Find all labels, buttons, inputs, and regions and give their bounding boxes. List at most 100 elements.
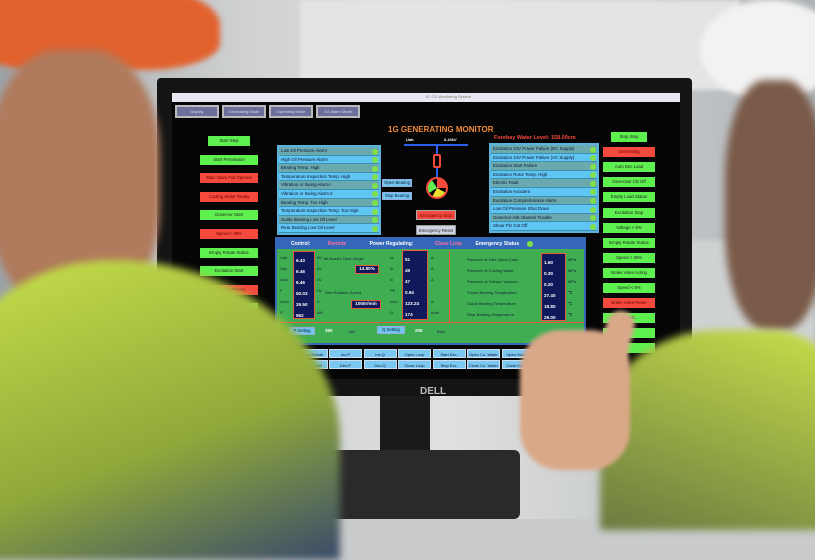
forebay-label: Forebay Water Level: <box>494 135 550 141</box>
current-value: 174 <box>405 312 413 317</box>
right-step-0: Stop Step <box>611 132 647 142</box>
control-button[interactable]: Inc.P <box>329 349 362 358</box>
electrical-name: P <box>280 310 283 315</box>
right-step-3: Generator CB Off <box>603 177 655 188</box>
electrical-value: 50.03 <box>296 291 308 296</box>
alarm-label: Excitation Rotor Temp. High <box>493 171 548 177</box>
alarm-row: Low Oil Pressure Shut Down <box>491 205 597 214</box>
hydraulic-value: 1.60 <box>544 260 553 265</box>
current-value: 0.94 <box>405 290 414 295</box>
electrical-unit: kW <box>317 310 323 315</box>
alarm-label: Temperature Inspection Temp. Too High <box>281 208 359 214</box>
control-button[interactable]: Open Co. Water <box>467 349 500 358</box>
nozzle-label: Jet Nozzle Open Angle <box>323 256 364 261</box>
control-value: Remote <box>327 241 347 247</box>
hydraulic-unit: MPa <box>568 257 577 262</box>
alarm-row: Rear Bearing Low Oil Level <box>279 224 379 233</box>
panel-divider-horizontal <box>277 322 584 323</box>
alarm-led <box>372 182 378 189</box>
tab-1[interactable]: Generating Mode <box>222 105 266 118</box>
electrical-unit: kV <box>317 277 322 282</box>
tab-0[interactable]: Display <box>175 105 219 118</box>
control-button[interactable]: Open Loop <box>398 349 431 358</box>
hydraulic-value: 27.40 <box>544 293 556 298</box>
current-name: Ic <box>390 277 394 282</box>
alarm-row: High Oil Pressure Alarm <box>279 155 379 165</box>
alarm-row: Shear Pin Cut Off <box>491 222 597 231</box>
hydraulic-name: Pressure of Inlet Spiral Case <box>467 257 518 262</box>
electrical-name: Uexc <box>280 299 290 304</box>
page-title: 1G GENERATING MONITOR <box>388 125 494 134</box>
speed-label: Gen Rotation Speed <box>325 290 362 295</box>
alarm-row: Excitation Accident <box>491 187 597 197</box>
tab-2[interactable]: Operating Mode <box>269 105 313 118</box>
alarm-label: Temperature Inspection Temp. High <box>281 173 351 179</box>
monitor-base <box>320 450 520 519</box>
alarm-led <box>372 174 378 181</box>
background-cabinet <box>300 0 740 90</box>
control-button[interactable]: Dec.Q <box>363 360 397 369</box>
left-step-3: Cooling Water Ready <box>200 191 258 202</box>
alarm-label: Rear Bearing Low Oil Level <box>281 225 335 231</box>
generator-icon <box>426 177 448 199</box>
control-button[interactable]: Close Co. Water <box>467 360 500 369</box>
emergency-stop-button[interactable]: Emergency Stop <box>416 210 456 220</box>
window-title-bar: 1G CS Monitoring System <box>172 93 680 102</box>
q-setting-button[interactable]: Q Setting <box>377 326 405 334</box>
electrical-value: 29.50 <box>296 302 308 307</box>
bus-label: Uab <box>406 137 414 142</box>
current-name: Iexc <box>390 299 398 304</box>
left-step-4: Governor Start <box>200 210 258 221</box>
alarm-row: Temperature Inspection Temp. Too High <box>279 207 379 216</box>
window-title: 1G CS Monitoring System <box>425 94 472 99</box>
open-bearing-button[interactable]: Open Bearing <box>382 179 412 187</box>
alarm-row: Excitation 24V Power Failure (DC Supply) <box>491 145 597 154</box>
nozzle-value: 14.90% <box>355 265 379 274</box>
alarm-label: High Oil Pressure Alarm <box>281 156 328 162</box>
electrical-value: 6.46 <box>296 269 305 274</box>
alarm-row: Excitation Rotor Temp. High <box>491 170 597 180</box>
right-step-10: Speed < 5% <box>603 283 655 293</box>
hydraulic-value: 0.20 <box>544 282 553 287</box>
control-button[interactable]: Close Loop <box>398 360 431 369</box>
alarm-label: Vibration or Swing Alarm I <box>281 182 332 188</box>
electrical-name: Uca <box>280 277 288 282</box>
alarm-row: Governor A/B channel Trouble <box>491 213 597 223</box>
alarm-led <box>590 155 596 162</box>
alarm-led <box>590 206 596 213</box>
control-button[interactable]: Inc.Q <box>363 349 397 358</box>
alarm-label: Bearing Temp. Too High <box>281 199 328 205</box>
alarm-label: Excitation 24V Power Failure (AC Supply) <box>493 154 575 160</box>
electrical-name: Ubc <box>280 266 288 271</box>
bus-line <box>404 144 468 146</box>
alarm-label: Governor A/B channel Trouble <box>493 214 552 220</box>
control-button[interactable]: Dec.P <box>329 360 362 369</box>
hydraulic-name: Thrust Bearing Temperature <box>467 290 517 295</box>
alarm-label: Excitation Accident <box>493 188 530 194</box>
control-button[interactable]: Stop Exc. <box>432 360 466 369</box>
right-step-5: Excitation Stop <box>603 207 655 218</box>
hydraulic-name: Guide Bearing Temperature <box>467 301 517 306</box>
tab-3[interactable]: 1G Alarm Mode <box>316 105 360 118</box>
alarm-led <box>372 217 378 224</box>
left-step-6: Empty Rotate Status <box>200 247 258 258</box>
power-regulating-value: Close Loop <box>434 241 463 247</box>
hydraulic-unit: ℃ <box>568 312 573 317</box>
current-value: 45 <box>405 268 411 273</box>
current-name: Ia <box>390 255 394 260</box>
hydraulic-unit: MPa <box>568 279 577 284</box>
control-button[interactable]: Start Exc. <box>432 349 466 358</box>
electrical-unit: kV <box>317 266 322 271</box>
right-step-6: Voltage < 5% <box>603 222 655 233</box>
stop-bearing-button[interactable]: Stop Bearing <box>382 192 412 200</box>
alarm-label: Excitation Comprehensive Alarm <box>493 197 557 203</box>
alarm-label: Shear Pin Cut Off <box>493 223 528 229</box>
monitor-logo: DELL <box>420 386 447 397</box>
right-step-9: Brake Valve Acting <box>603 267 655 278</box>
right-step-4: Empty Load Status <box>603 192 655 203</box>
panel-header: Control: Remote Power Regulating: Close … <box>277 239 584 249</box>
current-unit: A <box>431 277 434 282</box>
emergency-reset-button[interactable]: Emergency Reset <box>416 225 456 235</box>
single-line-diagram: Uab 6.43kV <box>404 137 469 202</box>
hydraulic-value: 29.00 <box>544 315 556 320</box>
